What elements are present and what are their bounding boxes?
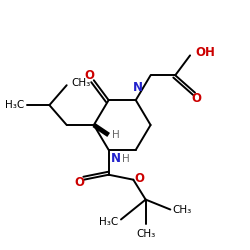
Text: CH₃: CH₃ <box>72 78 91 88</box>
Text: N: N <box>111 152 121 165</box>
Text: CH₃: CH₃ <box>136 230 155 239</box>
Text: O: O <box>134 172 144 185</box>
Text: CH₃: CH₃ <box>173 204 192 214</box>
Text: H: H <box>122 154 130 164</box>
Text: H₃C: H₃C <box>6 100 25 110</box>
Text: OH: OH <box>195 46 215 60</box>
Text: O: O <box>84 69 94 82</box>
Text: H: H <box>112 130 120 140</box>
Text: N: N <box>133 81 143 94</box>
Text: H₃C: H₃C <box>99 217 118 227</box>
Text: O: O <box>74 176 84 189</box>
Text: O: O <box>191 92 201 106</box>
